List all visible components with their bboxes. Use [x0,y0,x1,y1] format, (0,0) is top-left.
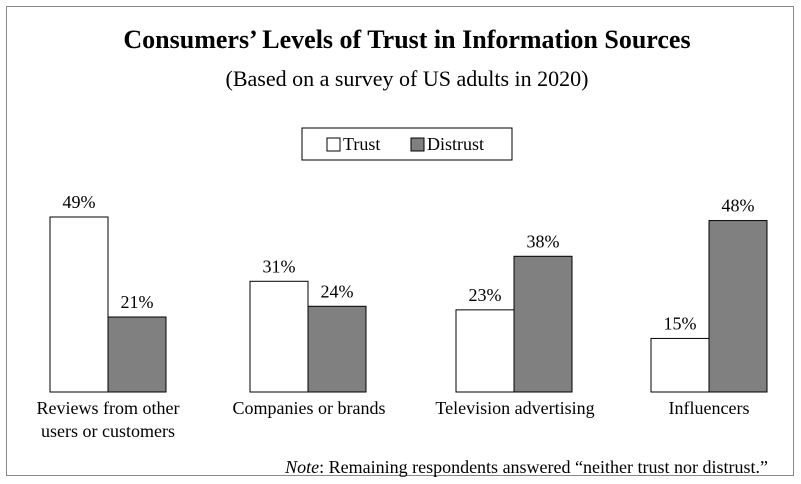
category-label-television-advertising: Television advertising [435,398,594,418]
value-label-distrust-television-advertising: 38% [527,231,560,251]
value-label-trust-companies-or-brands: 31% [263,256,296,276]
legend-label-trust: Trust [343,134,380,154]
value-label-trust-television-advertising: 23% [469,285,502,305]
value-label-trust-reviews-from-other-users-or-customers: 49% [63,192,96,212]
bar-trust-reviews-from-other-users-or-customers [49,216,109,393]
legend-swatch-trust [326,137,341,152]
footnote: Note: Remaining respondents answered “ne… [284,457,768,477]
footnote-prefix: Note [284,457,319,477]
value-label-distrust-reviews-from-other-users-or-customers: 21% [121,292,154,312]
footnote-text: : Remaining respondents answered “neithe… [319,457,768,477]
bar-trust-influencers [650,337,710,393]
chart-frame [6,6,794,476]
value-label-trust-influencers: 15% [664,313,697,333]
chart-subtitle: (Based on a survey of US adults in 2020) [226,66,589,91]
category-label-influencers: Influencers [669,398,750,418]
bar-distrust-influencers [708,220,768,393]
legend: Trust Distrust [301,127,513,161]
value-label-distrust-influencers: 48% [722,196,755,216]
bar-trust-companies-or-brands [249,280,309,393]
legend-label-distrust: Distrust [427,134,484,154]
value-labels-group: 49% 21% 31% 24% 23% 38% 15% 48% [63,192,755,333]
bars-group [49,216,768,393]
legend-swatch-distrust [410,137,425,152]
bar-distrust-companies-or-brands [307,305,367,393]
bar-distrust-television-advertising [513,255,573,393]
category-labels-group: Reviews from other users or customers Comp… [37,398,750,441]
category-label-reviews-from-other-users-or-customers: Reviews from other users or customers [37,398,180,441]
value-label-distrust-companies-or-brands: 24% [321,281,354,301]
bar-trust-television-advertising [455,309,515,393]
chart-title: Consumers’ Levels of Trust in Informatio… [123,25,690,54]
bar-distrust-reviews-from-other-users-or-customers [107,316,167,393]
category-label-companies-or-brands: Companies or brands [233,398,386,418]
